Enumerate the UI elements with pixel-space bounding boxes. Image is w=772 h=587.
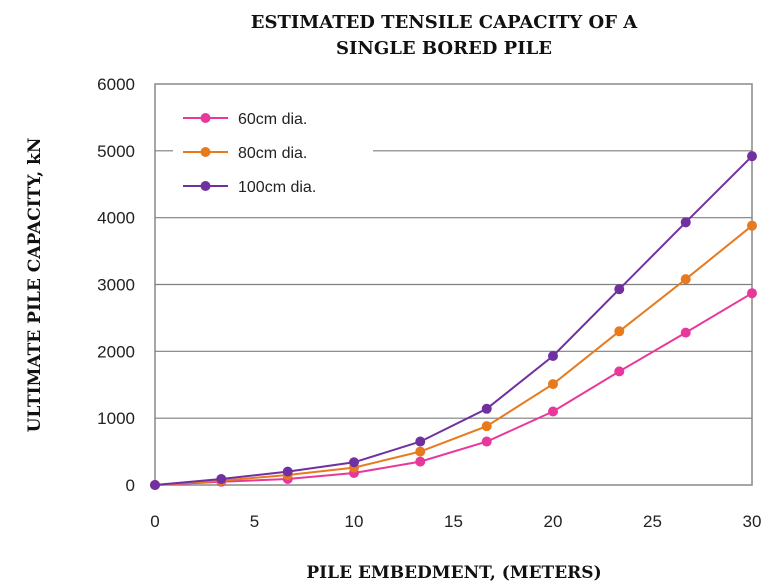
data-point-s0-9 bbox=[747, 288, 757, 299]
data-point-s2-1 bbox=[216, 473, 227, 484]
series-line-2 bbox=[154, 155, 753, 486]
x-tick-label-5: 5 bbox=[250, 512, 259, 531]
data-point-s1-4 bbox=[415, 446, 426, 457]
x-tick-label-20: 20 bbox=[544, 512, 563, 531]
y-axis-title: ULTIMATE PILE CAPACITY, kN bbox=[25, 138, 45, 433]
y-tick-label-2000: 2000 bbox=[97, 342, 135, 361]
data-point-s1-7 bbox=[614, 326, 625, 337]
data-point-s0-4 bbox=[415, 456, 426, 467]
series-group bbox=[150, 151, 757, 490]
data-point-s2-0 bbox=[150, 480, 160, 490]
x-axis-title: PILE EMBEDMENT, (METERS) bbox=[306, 563, 601, 583]
y-tick-label-5000: 5000 bbox=[97, 142, 135, 161]
legend: 60cm dia. 80cm dia. 100cm dia. bbox=[173, 97, 373, 205]
data-point-s2-5 bbox=[481, 403, 492, 414]
data-point-s2-2 bbox=[282, 466, 293, 477]
data-point-s0-8 bbox=[680, 327, 691, 338]
x-tick-label-10: 10 bbox=[345, 512, 364, 531]
x-tick-label-25: 25 bbox=[643, 512, 662, 531]
legend-marker-1 bbox=[200, 147, 211, 157]
x-axis-ticks: 0 5 10 15 20 25 30 bbox=[150, 512, 761, 531]
data-point-s2-4 bbox=[415, 436, 426, 447]
data-point-s1-8 bbox=[680, 274, 691, 285]
chart-title-line-1: ESTIMATED TENSILE CAPACITY OF A bbox=[251, 12, 639, 33]
data-point-s2-3 bbox=[349, 457, 359, 468]
data-point-s1-5 bbox=[481, 421, 492, 432]
data-point-s2-7 bbox=[614, 284, 625, 295]
data-point-s2-9 bbox=[747, 151, 757, 162]
y-tick-label-1000: 1000 bbox=[97, 409, 135, 428]
legend-label-2: 100cm dia. bbox=[238, 179, 316, 196]
data-point-s1-9 bbox=[747, 220, 757, 231]
legend-label-0: 60cm dia. bbox=[238, 111, 307, 128]
data-point-s0-6 bbox=[548, 406, 558, 417]
data-point-s0-7 bbox=[614, 366, 625, 377]
y-axis-ticks: 0 1000 2000 3000 4000 5000 6000 bbox=[97, 75, 135, 495]
data-point-s1-6 bbox=[548, 379, 558, 390]
legend-marker-2 bbox=[200, 181, 211, 191]
y-tick-label-0: 0 bbox=[126, 476, 135, 495]
chart-title-line-2: SINGLE BORED PILE bbox=[336, 38, 552, 59]
legend-marker-0 bbox=[200, 113, 211, 123]
series-line-0 bbox=[154, 292, 753, 486]
y-tick-label-3000: 3000 bbox=[97, 276, 135, 295]
y-tick-label-6000: 6000 bbox=[97, 75, 135, 94]
x-tick-label-30: 30 bbox=[743, 512, 762, 531]
x-tick-label-15: 15 bbox=[444, 512, 463, 531]
series-line-1 bbox=[154, 224, 753, 486]
data-point-s2-8 bbox=[680, 217, 691, 228]
legend-label-1: 80cm dia. bbox=[238, 145, 307, 162]
y-tick-label-4000: 4000 bbox=[97, 209, 135, 228]
data-point-s2-6 bbox=[548, 351, 558, 362]
data-point-s0-5 bbox=[481, 436, 492, 447]
x-tick-label-0: 0 bbox=[150, 512, 159, 531]
